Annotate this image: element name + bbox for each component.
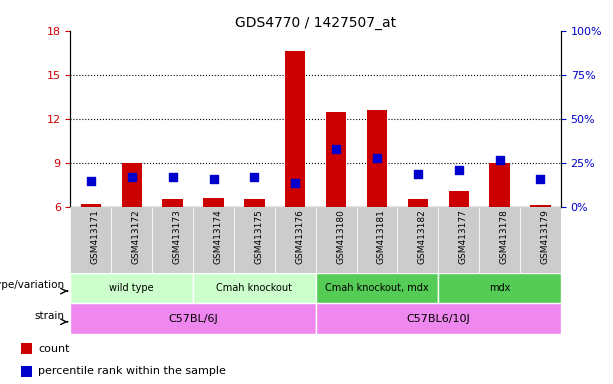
Text: C57BL/6J: C57BL/6J bbox=[168, 314, 218, 324]
Bar bbox=[367, 110, 387, 207]
Point bbox=[331, 146, 341, 152]
Bar bbox=[121, 163, 142, 207]
Bar bbox=[70, 273, 193, 303]
Text: C57BL6/10J: C57BL6/10J bbox=[406, 314, 470, 324]
Bar bbox=[81, 204, 101, 207]
Text: Cmah knockout: Cmah knockout bbox=[216, 283, 292, 293]
Text: mdx: mdx bbox=[489, 283, 510, 293]
Bar bbox=[316, 273, 438, 303]
Bar bbox=[204, 198, 224, 207]
Text: GSM413180: GSM413180 bbox=[336, 209, 345, 264]
Bar bbox=[21, 366, 32, 376]
Text: wild type: wild type bbox=[110, 283, 154, 293]
Text: GSM413179: GSM413179 bbox=[541, 209, 549, 264]
Bar bbox=[357, 207, 397, 273]
Point bbox=[168, 174, 178, 180]
Bar bbox=[438, 207, 479, 273]
Text: GSM413171: GSM413171 bbox=[91, 209, 100, 264]
Bar bbox=[193, 207, 234, 273]
Text: GSM413178: GSM413178 bbox=[500, 209, 509, 264]
Text: strain: strain bbox=[35, 311, 65, 321]
Text: GSM413174: GSM413174 bbox=[213, 209, 223, 264]
Point bbox=[372, 155, 382, 161]
Text: GSM413176: GSM413176 bbox=[295, 209, 304, 264]
Bar bbox=[408, 199, 428, 207]
Bar bbox=[285, 51, 305, 207]
Title: GDS4770 / 1427507_at: GDS4770 / 1427507_at bbox=[235, 16, 396, 30]
Bar bbox=[21, 343, 32, 354]
Bar bbox=[244, 199, 265, 207]
Text: genotype/variation: genotype/variation bbox=[0, 280, 65, 290]
Bar bbox=[520, 207, 561, 273]
Text: percentile rank within the sample: percentile rank within the sample bbox=[38, 366, 226, 376]
Text: count: count bbox=[38, 344, 69, 354]
Bar bbox=[438, 273, 561, 303]
Point bbox=[127, 174, 137, 180]
Bar bbox=[479, 207, 520, 273]
Bar bbox=[152, 207, 193, 273]
Bar bbox=[449, 191, 469, 207]
Bar bbox=[234, 207, 275, 273]
Point bbox=[291, 180, 300, 186]
Point bbox=[454, 167, 463, 173]
Text: Cmah knockout, mdx: Cmah knockout, mdx bbox=[325, 283, 429, 293]
Bar bbox=[275, 207, 316, 273]
Point bbox=[249, 174, 259, 180]
Text: GSM413177: GSM413177 bbox=[459, 209, 468, 264]
Bar bbox=[530, 205, 550, 207]
Bar bbox=[70, 303, 316, 334]
Point bbox=[208, 176, 218, 182]
Bar bbox=[326, 112, 346, 207]
Text: GSM413182: GSM413182 bbox=[418, 209, 427, 264]
Bar bbox=[193, 273, 316, 303]
Bar bbox=[70, 207, 112, 273]
Point bbox=[86, 178, 96, 184]
Point bbox=[413, 171, 423, 177]
Text: GSM413181: GSM413181 bbox=[377, 209, 386, 264]
Point bbox=[536, 176, 546, 182]
Bar bbox=[489, 163, 510, 207]
Bar bbox=[112, 207, 152, 273]
Text: GSM413173: GSM413173 bbox=[173, 209, 181, 264]
Bar bbox=[162, 199, 183, 207]
Bar bbox=[397, 207, 438, 273]
Text: GSM413175: GSM413175 bbox=[254, 209, 264, 264]
Bar bbox=[316, 303, 561, 334]
Bar bbox=[316, 207, 357, 273]
Text: GSM413172: GSM413172 bbox=[132, 209, 141, 264]
Point bbox=[495, 157, 504, 163]
